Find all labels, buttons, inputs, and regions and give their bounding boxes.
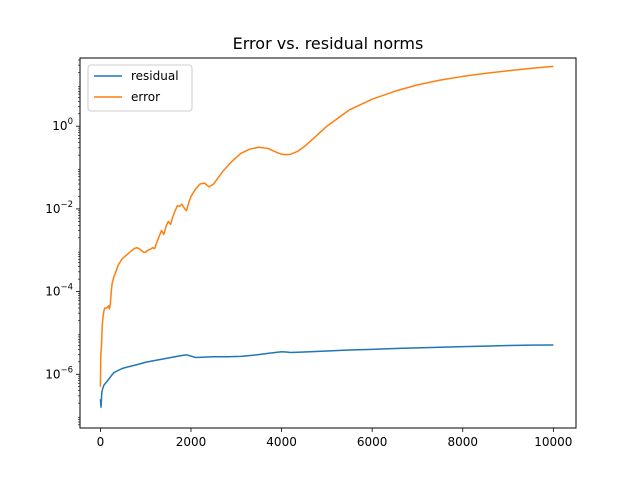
x-tick-label: 8000 [447,435,478,449]
x-tick-label: 6000 [357,435,388,449]
x-tick-label: 10000 [534,435,572,449]
x-axis: 0 2000 4000 6000 8000 10000 [97,428,572,449]
series-line-error [99,65,554,387]
y-tick-label: 10−6 [45,365,73,381]
x-tick-label: 0 [97,435,105,449]
series-line-residual [99,344,554,408]
y-tick-label: 10−4 [45,283,73,299]
legend-label-error: error [131,90,160,104]
x-tick-label: 2000 [176,435,207,449]
axes-frame [79,57,577,429]
chart-title: Error vs. residual norms [233,34,424,53]
x-tick-label: 4000 [266,435,297,449]
y-tick-label: 10−2 [45,200,73,216]
y-tick-label: 100 [52,117,73,133]
y-axis: 10−6 10−4 10−2 100 [45,59,80,426]
legend-label-residual: residual [131,69,179,83]
legend: residual error [87,64,193,112]
plot-area [99,65,554,408]
